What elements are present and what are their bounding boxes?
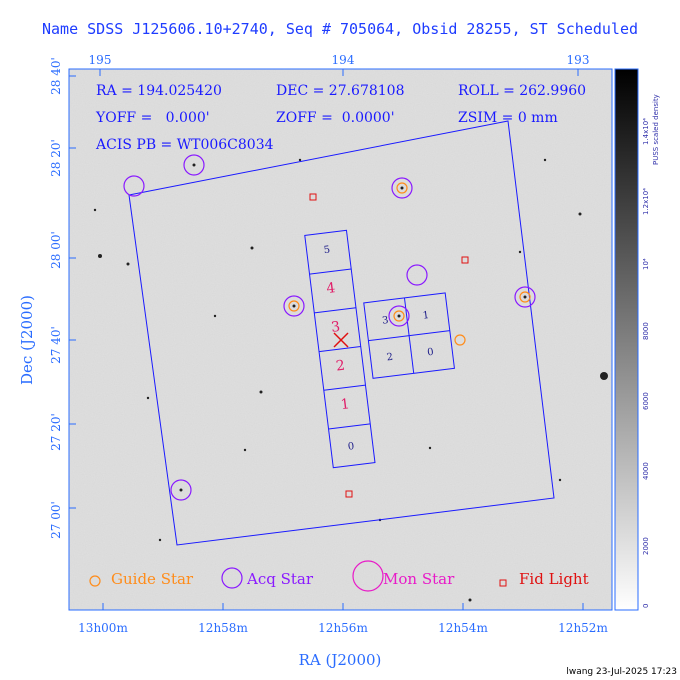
ccd-label-i2: 2 [386, 352, 394, 364]
mon-star-legend-icon [352, 560, 384, 592]
colorbar: 0 2000 4000 6000 8000 10⁴ 1.2x10⁴ 1.4x10… [614, 68, 660, 611]
fov-outline [128, 120, 555, 546]
ccd-label-i3: 3 [381, 315, 389, 327]
y-axis-title: Dec (J2000) [18, 295, 36, 385]
legend-mon-star: Mon Star [383, 570, 455, 588]
ra-tick-label: 12h54m [438, 621, 488, 635]
guide-star [519, 291, 531, 303]
ra-tick-label: 13h00m [78, 621, 128, 635]
ra-tick-label: 12h52m [558, 621, 608, 635]
acis-i-array: 3 1 2 0 [363, 292, 455, 379]
dec-tick-label: 27 40' [49, 326, 63, 364]
fid-light [309, 193, 317, 201]
colorbar-tick: 4000 [642, 462, 650, 480]
ra-deg-tick-label: 195 [89, 53, 112, 67]
ccd-label-0: 0 [347, 441, 355, 453]
acq-star [514, 286, 536, 308]
acq-star [391, 177, 413, 199]
acis-s-array: 5 4 3 2 1 0 [304, 229, 376, 469]
acq-star [388, 305, 410, 327]
ccd-label-4: 4 [326, 280, 337, 297]
acis-readout: ACIS PB = WT006C8034 [95, 137, 274, 153]
aimpoint-marker [333, 332, 349, 348]
colorbar-tick: 10⁴ [642, 258, 650, 270]
colorbar-tick: 1.2x10⁴ [642, 188, 650, 215]
ra-deg-tick-label: 193 [567, 53, 590, 67]
colorbar-tick: 8000 [642, 322, 650, 340]
guide-star [393, 310, 405, 322]
acq-star-legend-icon [221, 567, 243, 589]
ccd-label-5: 5 [323, 245, 331, 257]
colorbar-label: PUSS scaled density [652, 94, 660, 165]
guide-star [454, 334, 466, 346]
legend-acq-star: Acq Star [246, 570, 314, 588]
guide-star [396, 182, 408, 194]
fid-light-legend-icon [499, 579, 507, 587]
zsim-readout: ZSIM = 0 mm [458, 110, 558, 126]
colorbar-tick: 6000 [642, 392, 650, 410]
yoff-readout: YOFF = 0.000' [95, 110, 210, 126]
dec-tick-label: 28 40' [49, 57, 63, 95]
dec-tick-label: 27 00' [49, 501, 63, 539]
acq-star [283, 295, 305, 317]
fid-light [461, 256, 469, 264]
ccd-label-3: 3 [330, 319, 341, 336]
acq-star [123, 175, 145, 197]
ra-tick-label: 12h58m [198, 621, 248, 635]
colorbar-tick: 0 [642, 604, 650, 608]
ccd-label-i0: 0 [427, 347, 435, 359]
acq-star [406, 264, 428, 286]
roll-readout: ROLL = 262.9960 [458, 83, 586, 99]
guide-star [288, 300, 300, 312]
acq-star [183, 154, 205, 176]
ra-deg-tick-label: 194 [332, 53, 355, 67]
footer-timestamp: lwang 23-Jul-2025 17:23 [566, 667, 677, 677]
x-axis-title: RA (J2000) [299, 651, 382, 669]
acq-star [170, 479, 192, 501]
dec-readout: DEC = 27.678108 [276, 83, 405, 99]
legend-fid-light: Fid Light [519, 570, 589, 588]
ra-tick-label: 12h56m [318, 621, 368, 635]
legend: Guide Star Acq Star Mon Star Fid Light [89, 560, 589, 592]
dec-tick-label: 28 00' [49, 231, 63, 269]
dec-tick-label: 28 20' [49, 139, 63, 177]
fid-light [345, 490, 353, 498]
colorbar-tick: 2000 [642, 537, 650, 555]
guide-star-legend-icon [89, 575, 101, 587]
ccd-label-2: 2 [335, 358, 346, 375]
ccd-label-1: 1 [340, 396, 351, 413]
colorbar-tick: 1.4x10⁴ [642, 118, 650, 145]
ra-readout: RA = 194.025420 [96, 83, 222, 99]
ccd-label-i1: 1 [422, 310, 430, 322]
legend-guide-star: Guide Star [111, 570, 194, 588]
zoff-readout: ZOFF = 0.0000' [276, 110, 395, 126]
dec-tick-label: 27 20' [49, 413, 63, 451]
plot-title: Name SDSS J125606.10+2740, Seq # 705064,… [41, 20, 639, 38]
